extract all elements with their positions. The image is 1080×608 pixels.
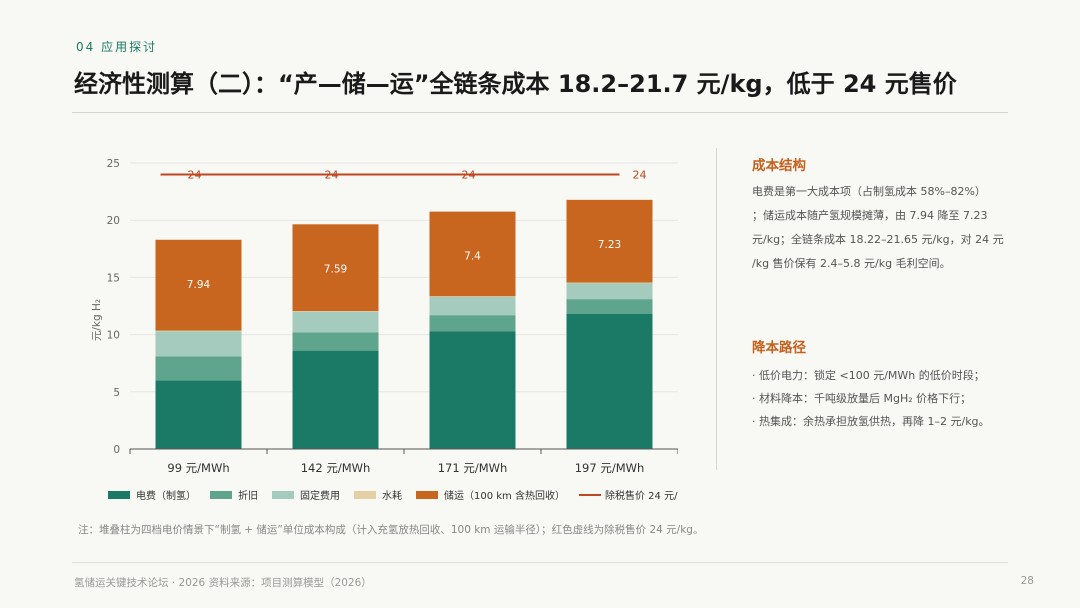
reference-line-label: 24 — [462, 168, 476, 181]
legend-swatch — [272, 491, 294, 499]
footer-divider — [72, 562, 1008, 563]
page-number: 28 — [1020, 575, 1034, 587]
y-tick-label: 15 — [107, 272, 120, 284]
cost-structure-text: 电费是第一大成本项（占制氢成本 58%–82%） ；储运成本随产氢规模摊薄，由 … — [752, 180, 1022, 276]
reference-line-label: 24 — [188, 168, 202, 181]
legend-swatch — [354, 491, 376, 499]
bar-segment — [292, 311, 379, 312]
y-tick-label: 20 — [107, 215, 120, 227]
data-label: 7.59 — [324, 263, 347, 275]
y-tick-label: 5 — [113, 387, 120, 399]
bar-segment — [566, 283, 653, 300]
bar-segment — [429, 296, 516, 297]
chart-note: 注：堆叠柱为四档电价情景下“制氢 + 储运”单位成本构成（计入充氢放热回收、10… — [78, 524, 704, 536]
footer-source: 氢储运关键技术论坛 · 2026 资料来源：项目测算模型（2026） — [74, 577, 372, 589]
y-tick-label: 10 — [107, 330, 120, 342]
x-tick-label: 197 元/MWh — [575, 461, 645, 475]
legend-swatch — [210, 491, 232, 499]
list-item: · 低价电力：锁定 <100 元/MWh 的低价时段； — [752, 369, 985, 382]
legend-label: 折旧 — [238, 489, 258, 502]
bar-segment — [429, 296, 516, 316]
bar-segment — [566, 314, 653, 449]
x-tick-label: 142 元/MWh — [301, 461, 371, 475]
bar-segment — [429, 331, 516, 449]
x-tick-label: 99 元/MWh — [167, 461, 229, 475]
list-item: · 热集成：余热承担放氢供热，再降 1–2 元/kg。 — [752, 415, 990, 428]
bar-segment — [292, 224, 379, 312]
bar-segment — [155, 330, 242, 332]
y-axis-title: 元/kg H₂ — [91, 299, 103, 341]
reduction-heading: 降本路径 — [752, 340, 806, 356]
bar-segment — [292, 311, 379, 333]
reference-line-label: 24 — [325, 168, 339, 181]
cost-structure-line: 电费是第一大成本项（占制氢成本 58%–82%） — [752, 185, 986, 198]
bar-segment — [429, 315, 516, 332]
cost-structure-line: ；储运成本随产氢规模摊薄，由 7.94 降至 7.23 — [752, 209, 988, 222]
legend-label: 储运（100 km 含热回收） — [444, 489, 565, 502]
bar-segment — [292, 350, 379, 449]
bar-segment — [155, 380, 242, 449]
y-tick-label: 0 — [113, 444, 120, 456]
cost-structure-heading: 成本结构 — [752, 158, 806, 174]
section-tag: 04 应用探讨 — [76, 40, 158, 54]
legend-label: 电费（制氢） — [136, 489, 196, 502]
list-item: · 材料降本：千吨级放量后 MgH₂ 价格下行； — [752, 392, 972, 405]
x-tick-label: 171 元/MWh — [438, 461, 508, 475]
stacked-bar-chart: 0 5 10 15 20 25 元/kg H₂ 7.94 99 元/MWh 7.59 142 元/M… — [91, 158, 678, 502]
cost-structure-line: /kg 售价保有 2.4–5.8 元/kg 毛利空间。 — [752, 257, 951, 270]
bar-segment — [155, 331, 242, 357]
bar-segment — [155, 356, 242, 381]
reduction-list: · 低价电力：锁定 <100 元/MWh 的低价时段； · 材料降本：千吨级放量… — [752, 364, 1032, 433]
cost-structure-line: 元/kg；全链条成本 18.22–21.65 元/kg，对 24 元 — [752, 233, 1004, 246]
bar-segment — [566, 282, 653, 284]
bar-segment — [292, 332, 379, 351]
data-label: 7.23 — [598, 239, 621, 251]
legend-label: 水耗 — [382, 490, 402, 502]
legend-label: 除税售价 24 元/kg — [605, 489, 678, 502]
bar-segment — [155, 239, 242, 331]
data-label: 7.94 — [187, 279, 211, 291]
bar-segment — [566, 199, 653, 283]
bar-segment — [429, 211, 516, 297]
vertical-divider — [716, 148, 717, 470]
title-divider — [72, 112, 1008, 113]
legend-label: 固定费用 — [300, 489, 340, 502]
page-title: 经济性测算（二）：“产—储—运”全链条成本 18.2–21.7 元/kg，低于 … — [74, 70, 957, 98]
legend-swatch — [416, 491, 438, 499]
y-tick-label: 25 — [107, 158, 120, 170]
bar-segment — [566, 299, 653, 315]
legend-swatch — [108, 491, 130, 499]
data-label: 7.4 — [464, 251, 481, 263]
reference-line-label: 24 — [633, 168, 647, 181]
